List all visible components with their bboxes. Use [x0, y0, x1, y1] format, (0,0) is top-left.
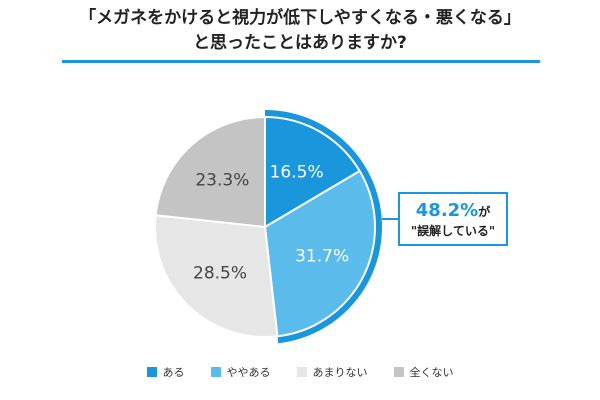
legend-label-1: ある [162, 366, 185, 379]
legend-item-1: ある [146, 364, 185, 380]
callout-suffix: が [478, 205, 491, 219]
legend-label-4: 全くない [409, 366, 454, 379]
highlight-arc [264, 110, 382, 344]
slice-label-1: 16.5% [270, 163, 324, 183]
legend-label-3: あまりない [312, 366, 368, 379]
slice-label-2: 31.7% [295, 246, 349, 266]
slice-label-3: 28.5% [193, 263, 247, 283]
chart-title-line-2: と思ったことはありますか? [193, 33, 407, 53]
legend-item-4: 全くない [393, 364, 454, 380]
pie-slice-4 [154, 115, 266, 229]
callout-box: 48.2%が "誤解している" [398, 192, 508, 246]
legend-item-2: ややある [210, 364, 271, 380]
callout-value: 48.2% [415, 200, 479, 221]
chart-title: 「メガネをかけると視力が低下しやすくなる・悪くなる」 と思ったことはありますか? [0, 6, 600, 56]
legend-item-3: あまりない [296, 364, 368, 380]
slice-label-4: 23.3% [195, 171, 249, 191]
pie-slice-2 [263, 169, 376, 338]
legend-label-2: ややある [226, 366, 271, 379]
slice-labels: 16.5% 31.7% 28.5% 23.3% [193, 163, 349, 284]
pie-slice-1 [264, 115, 362, 229]
pie-slice-3 [154, 214, 279, 338]
pie-slices [154, 115, 376, 338]
legend-swatch-2 [210, 367, 221, 377]
title-underline [62, 60, 540, 63]
chart-title-line-1: 「メガネをかけると視力が低下しやすくなる・悪くなる」 [79, 8, 521, 28]
legend: ある ややある あまりない 全くない [0, 364, 600, 380]
legend-swatch-1 [146, 367, 157, 377]
callout-text: "誤解している" [410, 224, 496, 238]
legend-swatch-4 [393, 367, 404, 377]
legend-swatch-3 [296, 367, 307, 377]
